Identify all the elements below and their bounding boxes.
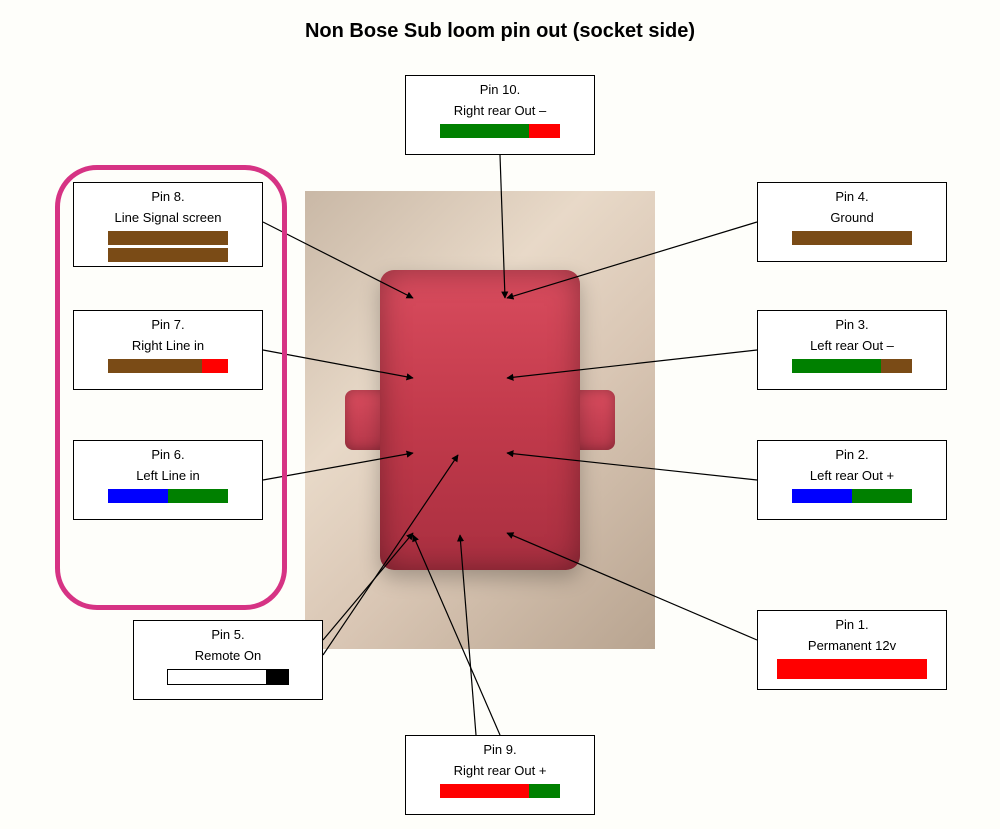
pin-description: Right rear Out – xyxy=(410,103,590,118)
wire-color-swatch xyxy=(440,784,560,798)
pin-description: Left rear Out + xyxy=(762,468,942,483)
swatch-segment xyxy=(440,124,529,138)
pin-number-label: Pin 10. xyxy=(410,82,590,97)
leader-line xyxy=(263,350,413,378)
leader-line xyxy=(507,453,757,480)
card-pin3: Pin 3. Left rear Out – xyxy=(757,310,947,390)
swatch-segment xyxy=(168,670,266,684)
leader-line xyxy=(413,535,500,735)
pin-number-label: Pin 5. xyxy=(138,627,318,642)
wire-color-swatch xyxy=(108,489,228,503)
leader-line xyxy=(500,155,505,298)
card-pin4: Pin 4. Ground xyxy=(757,182,947,262)
pin-description: Ground xyxy=(762,210,942,225)
leader-line xyxy=(263,222,413,298)
swatch-segment xyxy=(202,359,228,373)
wire-color-swatch xyxy=(777,659,927,679)
wire-color-swatch xyxy=(792,231,912,245)
leader-line xyxy=(323,455,458,655)
pin-description: Right rear Out + xyxy=(410,763,590,778)
leader-line xyxy=(507,533,757,640)
card-pin9: Pin 9. Right rear Out + xyxy=(405,735,595,815)
pin-number-label: Pin 7. xyxy=(78,317,258,332)
wire-color-swatch xyxy=(440,124,560,138)
leader-line xyxy=(507,350,757,378)
swatch-segment xyxy=(792,489,852,503)
swatch-segment xyxy=(792,231,912,245)
card-pin2: Pin 2. Left rear Out + xyxy=(757,440,947,520)
card-pin7: Pin 7. Right Line in xyxy=(73,310,263,390)
swatch-segment xyxy=(266,670,288,684)
swatch-segment xyxy=(777,659,927,679)
leader-line xyxy=(323,533,413,640)
card-pin8: Pin 8. Line Signal screen xyxy=(73,182,263,267)
swatch-segment xyxy=(529,124,560,138)
pin-number-label: Pin 9. xyxy=(410,742,590,757)
pin-number-label: Pin 6. xyxy=(78,447,258,462)
card-pin6: Pin 6. Left Line in xyxy=(73,440,263,520)
pin-description: Line Signal screen xyxy=(78,210,258,225)
pin-number-label: Pin 1. xyxy=(762,617,942,632)
leader-line xyxy=(263,453,413,480)
swatch-segment xyxy=(108,489,168,503)
pin-description: Right Line in xyxy=(78,338,258,353)
swatch-segment xyxy=(792,359,881,373)
pin-number-label: Pin 4. xyxy=(762,189,942,204)
swatch-segment xyxy=(108,248,228,262)
swatch-segment xyxy=(881,359,912,373)
card-pin1: Pin 1. Permanent 12v xyxy=(757,610,947,690)
swatch-segment xyxy=(852,489,912,503)
wire-color-swatch xyxy=(108,359,228,373)
wire-color-swatch xyxy=(792,359,912,373)
swatch-segment xyxy=(168,489,228,503)
card-pin10: Pin 10. Right rear Out – xyxy=(405,75,595,155)
pin-description: Left rear Out – xyxy=(762,338,942,353)
card-pin5: Pin 5. Remote On xyxy=(133,620,323,700)
swatch-segment xyxy=(108,359,202,373)
swatch-segment xyxy=(108,231,228,245)
pin-number-label: Pin 3. xyxy=(762,317,942,332)
pin-number-label: Pin 2. xyxy=(762,447,942,462)
swatch-segment xyxy=(529,784,560,798)
wire-color-swatch xyxy=(108,248,228,262)
wire-color-swatch xyxy=(167,669,289,685)
wire-color-swatch xyxy=(108,231,228,245)
leader-line xyxy=(507,222,757,298)
wire-color-swatch xyxy=(792,489,912,503)
diagram-root: Non Bose Sub loom pin out (socket side) … xyxy=(0,0,1000,829)
pin-description: Left Line in xyxy=(78,468,258,483)
pin-description: Permanent 12v xyxy=(762,638,942,653)
swatch-segment xyxy=(440,784,529,798)
leader-line xyxy=(460,535,476,735)
pin-number-label: Pin 8. xyxy=(78,189,258,204)
pin-description: Remote On xyxy=(138,648,318,663)
